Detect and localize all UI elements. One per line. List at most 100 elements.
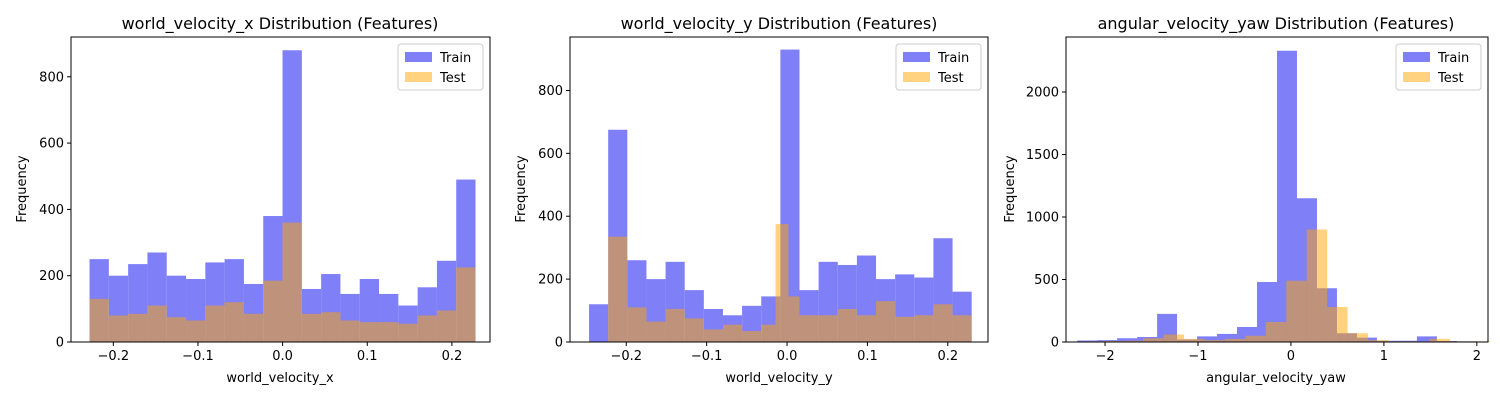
test-bar — [398, 323, 418, 342]
y-tick-label: 400 — [538, 210, 563, 225]
test-bar — [417, 315, 437, 342]
plot-frame — [1065, 36, 1489, 343]
train-bar — [1197, 336, 1218, 342]
x-tick-label: 2 — [1473, 349, 1481, 364]
test-bar — [1368, 340, 1389, 342]
test-bar — [1327, 307, 1348, 342]
train-bar — [589, 304, 609, 342]
test-bar — [914, 315, 934, 342]
legend-label: Train — [1437, 51, 1469, 66]
test-bar — [1204, 340, 1225, 342]
x-tick-label: 0.2 — [442, 349, 463, 364]
x-tick-label: −0.1 — [182, 349, 214, 364]
test-bar — [775, 224, 789, 342]
test-bar — [703, 329, 723, 342]
test-bar — [608, 236, 628, 342]
chart-title: world_velocity_x Distribution (Features) — [122, 14, 439, 34]
bar-group — [589, 49, 972, 342]
x-axis-label: angular_velocity_yaw — [1206, 371, 1346, 386]
test-bar — [627, 307, 647, 342]
test-bar — [1347, 333, 1369, 342]
train-bar — [1117, 338, 1138, 342]
test-bar — [321, 312, 341, 342]
test-bar — [89, 298, 109, 342]
legend-label: Train — [439, 51, 471, 66]
test-bar — [205, 305, 225, 342]
test-bar — [1163, 334, 1185, 342]
test-bar — [856, 315, 877, 342]
y-tick-label: 1500 — [1026, 148, 1059, 163]
test-bar — [1245, 335, 1266, 342]
test-bar — [166, 317, 187, 342]
legend-swatch-test — [405, 72, 432, 82]
histogram-panel-world-velocity-x: world_velocity_x Distribution (Features)… — [15, 14, 491, 386]
y-tick-label: 800 — [538, 84, 563, 99]
chart-title: angular_velocity_yaw Distribution (Featu… — [1098, 14, 1455, 34]
bar-group — [89, 50, 476, 343]
test-bar — [1286, 280, 1307, 342]
test-bar — [108, 315, 129, 342]
legend-swatch-train — [405, 52, 432, 62]
y-tick-label: 200 — [39, 269, 64, 284]
bar-group — [1077, 50, 1491, 342]
y-tick-label: 1000 — [1026, 211, 1059, 226]
test-bar — [456, 267, 476, 342]
test-bar — [243, 313, 264, 342]
x-tick-label: −2 — [1095, 349, 1114, 364]
test-bar — [263, 280, 283, 342]
train-bar — [1277, 50, 1297, 342]
test-bar — [1429, 338, 1450, 342]
y-tick-label: 0 — [1051, 336, 1059, 351]
plot-frame — [569, 36, 989, 343]
test-bar — [1306, 229, 1328, 342]
y-tick-label: 600 — [39, 137, 64, 152]
legend-label: Test — [1437, 71, 1464, 86]
y-tick-label: 500 — [1034, 273, 1059, 288]
test-bar — [788, 296, 800, 342]
x-tick-label: 0.0 — [272, 349, 293, 364]
test-bar — [436, 310, 457, 342]
legend-swatch-test — [1403, 72, 1430, 82]
test-bar — [933, 304, 953, 342]
y-axis-label: Frequency — [514, 155, 529, 222]
y-tick-label: 400 — [39, 203, 64, 218]
test-bar — [1184, 338, 1205, 342]
x-tick-label: 1 — [1380, 349, 1388, 364]
axes: −2 −1 0 1 2 0 500 1000 1500 2000 — [1026, 36, 1489, 364]
test-bar — [1122, 340, 1144, 342]
test-bar — [722, 324, 743, 342]
test-bar — [224, 302, 244, 342]
test-bar — [761, 324, 776, 342]
legend-swatch-test — [903, 72, 930, 82]
train-bar — [1077, 340, 1098, 342]
test-bar — [952, 315, 972, 342]
x-axis-label: world_velocity_x — [226, 371, 334, 386]
x-tick-label: 0.2 — [937, 349, 958, 364]
x-tick-label: 0.1 — [357, 349, 378, 364]
plot-frame — [70, 36, 491, 343]
test-bar — [1224, 338, 1246, 342]
y-tick-label: 2000 — [1026, 86, 1059, 101]
x-tick-label: 0.1 — [857, 349, 878, 364]
train-bar — [1416, 336, 1437, 342]
axes: −0.2 −0.1 0.0 0.1 0.2 0 200 400 600 800 — [39, 36, 491, 364]
test-bar — [340, 320, 360, 342]
axes: −0.2 −0.1 0.0 0.1 0.2 0 200 400 600 800 — [538, 36, 989, 364]
test-bar — [1143, 338, 1164, 342]
test-bar — [1265, 322, 1287, 342]
legend: Train Test — [895, 43, 982, 91]
train-bar — [1217, 333, 1238, 342]
histogram-panel-world-velocity-y: world_velocity_y Distribution (Features)… — [514, 14, 989, 386]
test-bar — [665, 308, 685, 342]
test-bar — [186, 320, 206, 342]
legend-swatch-train — [903, 52, 930, 62]
y-axis-label: Frequency — [1003, 155, 1018, 222]
test-bar — [359, 322, 380, 342]
x-tick-label: −1 — [1188, 349, 1207, 364]
test-bar — [895, 316, 915, 342]
test-bar — [301, 313, 322, 342]
legend: Train Test — [1395, 43, 1482, 91]
legend-label: Test — [439, 71, 466, 86]
test-bar — [799, 315, 819, 342]
